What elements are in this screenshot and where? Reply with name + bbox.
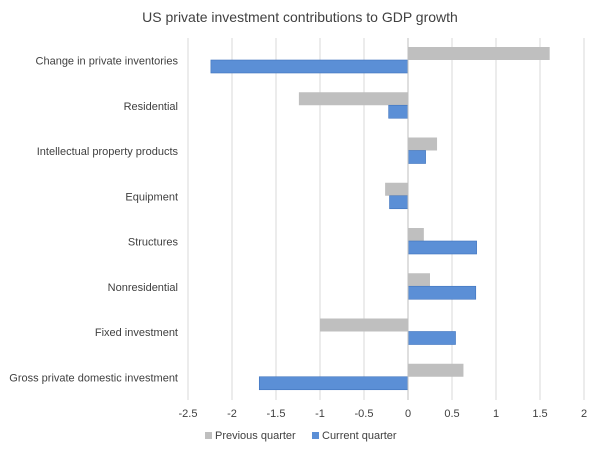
- bar: [408, 363, 464, 377]
- bar: [385, 182, 408, 196]
- bar: [388, 104, 409, 119]
- category-labels: Change in private inventories Residential…: [9, 56, 178, 385]
- category-label: Nonresidential: [108, 282, 178, 294]
- legend-label: Current quarter: [322, 430, 397, 442]
- x-tick-labels: -2.5 -2 -1.5 -1 -0.5 0 0.5 1 1.5 2: [179, 408, 588, 420]
- category-label: Gross private domestic investment: [9, 372, 178, 384]
- bar: [408, 137, 438, 151]
- bar: [407, 285, 477, 300]
- x-tick-label: 0.5: [444, 408, 459, 420]
- x-tick-label: -1: [315, 408, 325, 420]
- x-tick-label: 1: [493, 408, 499, 420]
- bar: [408, 273, 430, 287]
- bar: [408, 47, 550, 60]
- legend-swatch: [312, 432, 319, 439]
- bar: [210, 59, 409, 74]
- x-tick-label: -1.5: [267, 408, 286, 420]
- category-label: Residential: [124, 101, 178, 113]
- category-label: Fixed investment: [95, 327, 178, 339]
- category-label: Equipment: [125, 191, 178, 203]
- category-label: Change in private inventories: [36, 56, 179, 68]
- x-tick-label: -2: [227, 408, 237, 420]
- category-label: Structures: [128, 237, 179, 249]
- x-tick-label: 1.5: [532, 408, 547, 420]
- legend: Previous quarter Current quarter: [205, 430, 397, 442]
- bars: [210, 47, 550, 391]
- bar: [407, 240, 477, 255]
- bar: [320, 318, 408, 332]
- x-tick-label: 2: [581, 408, 587, 420]
- chart-title: US private investment contributions to G…: [142, 9, 458, 25]
- legend-swatch: [205, 432, 212, 439]
- bar: [389, 195, 409, 210]
- bar: [258, 376, 409, 391]
- bar: [298, 92, 408, 106]
- category-label: Intellectual property products: [37, 146, 179, 158]
- bar: [408, 228, 424, 241]
- x-tick-label: -2.5: [179, 408, 198, 420]
- bar: [407, 331, 456, 345]
- x-tick-label: -0.5: [355, 408, 374, 420]
- bar: [407, 150, 426, 164]
- x-tick-label: 0: [405, 408, 411, 420]
- legend-label: Previous quarter: [215, 430, 296, 442]
